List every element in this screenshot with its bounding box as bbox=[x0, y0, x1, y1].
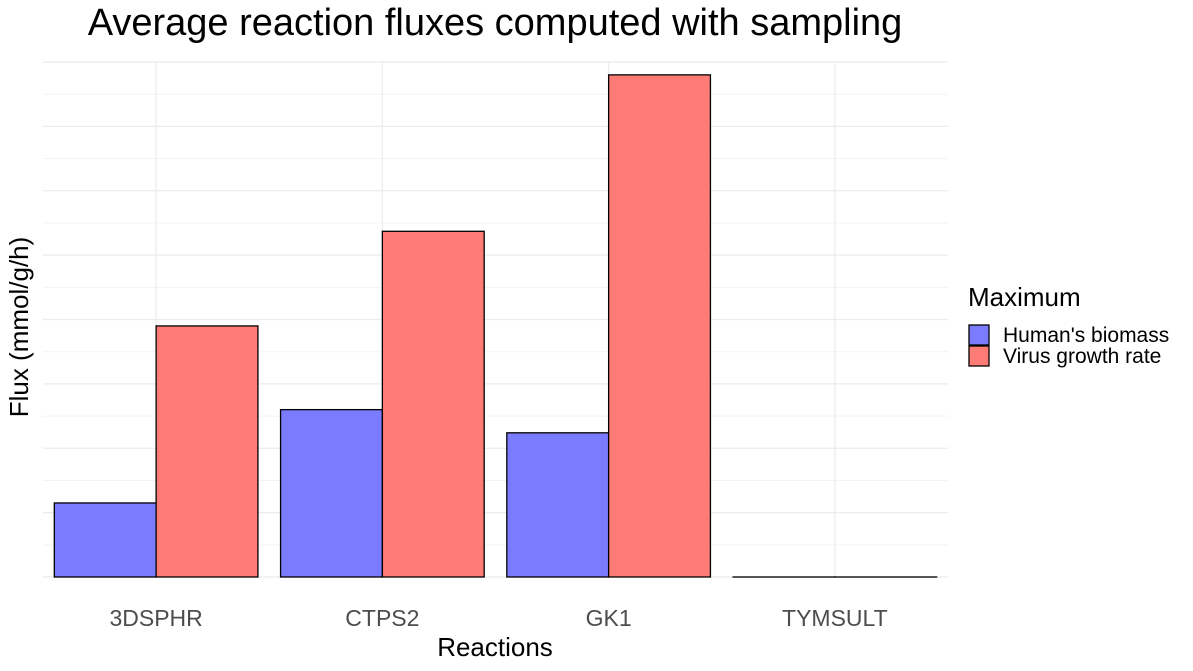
legend-swatch bbox=[968, 324, 990, 346]
x-axis-title: Reactions bbox=[437, 632, 553, 662]
bars bbox=[53, 74, 938, 578]
bar-ctps2-series-1 bbox=[279, 408, 384, 578]
legend-swatch bbox=[968, 345, 990, 367]
bar-3dsphr-series-2 bbox=[155, 325, 259, 578]
x-tick-label: 3DSPHR bbox=[109, 605, 202, 631]
bar-3dsphr-series-1 bbox=[53, 502, 157, 578]
y-axis-title: Flux (mmol/g/h) bbox=[4, 237, 34, 418]
legend-label: Human's biomass bbox=[1003, 324, 1169, 347]
bar-ctps2-series-2 bbox=[381, 230, 485, 578]
bar-gk1-series-2 bbox=[607, 74, 712, 578]
chart-title: Average reaction fluxes computed with sa… bbox=[88, 2, 903, 44]
x-tick-label: CTPS2 bbox=[345, 605, 419, 631]
x-tick-label: TYMSULT bbox=[782, 605, 888, 631]
x-tick-labels: 3DSPHR CTPS2 GK1 TYMSULT bbox=[109, 605, 887, 631]
x-tick-label: GK1 bbox=[586, 605, 632, 631]
legend-title: Maximum bbox=[968, 282, 1081, 312]
bar-gk1-series-1 bbox=[506, 432, 610, 578]
legend-label: Virus growth rate bbox=[1003, 345, 1161, 368]
